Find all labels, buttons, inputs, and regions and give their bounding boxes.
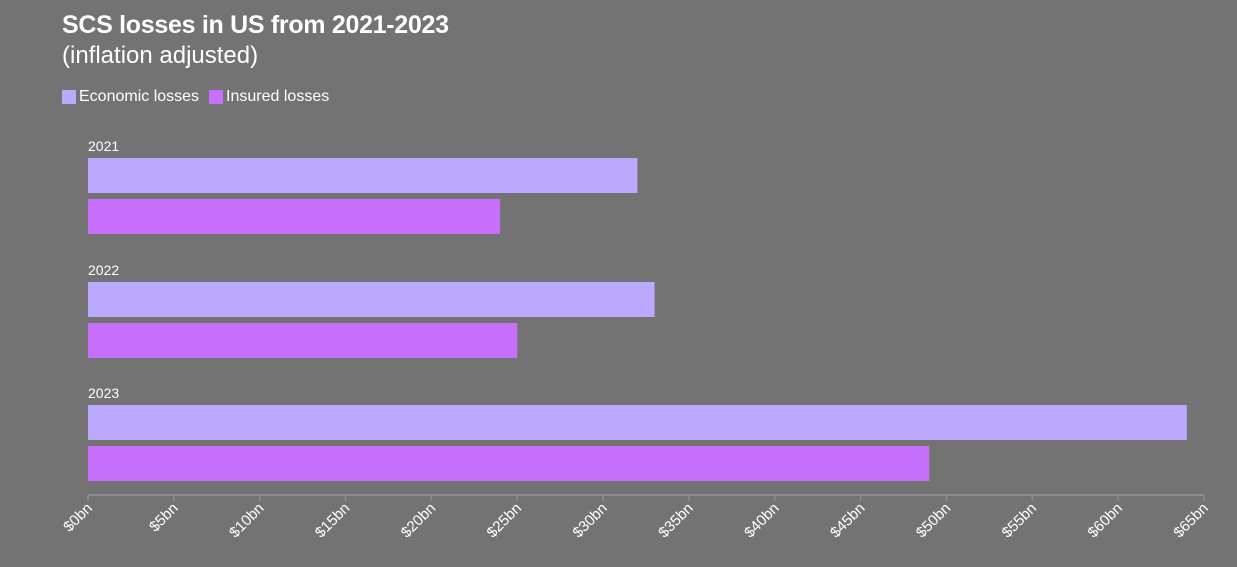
legend-label-economic: Economic losses [79, 88, 200, 105]
x-tick-label: $55bn [999, 500, 1041, 542]
legend-swatch-insured [209, 90, 224, 104]
legend-swatch-economic [62, 90, 76, 104]
chart-subtitle: (inflation adjusted) [62, 42, 259, 69]
bar-insured-2021 [88, 199, 501, 234]
x-tick-label: $0bn [60, 500, 96, 536]
legend-item-insured: Insured losses [209, 88, 329, 106]
category-label-2021: 2021 [88, 138, 119, 154]
x-tick-label: $20bn [398, 500, 440, 542]
legend: Economic losses Insured losses [62, 88, 339, 106]
x-tick-label: $45bn [827, 500, 869, 542]
x-tick-label: $40bn [741, 500, 783, 542]
x-tick-label: $65bn [1170, 500, 1212, 542]
category-label-2023: 2023 [88, 385, 119, 401]
x-tick-label: $60bn [1084, 500, 1126, 542]
bar-economic-2023 [88, 405, 1187, 440]
bar-insured-2022 [88, 323, 518, 358]
chart-title: SCS losses in US from 2021-2023 [62, 11, 449, 39]
legend-item-economic: Economic losses [62, 88, 199, 106]
x-tick-label: $5bn [146, 500, 182, 536]
x-tick-label: $25bn [484, 500, 526, 542]
bar-insured-2023 [88, 446, 930, 481]
bar-economic-2021 [88, 158, 638, 193]
x-tick-label: $30bn [569, 500, 611, 542]
bar-economic-2022 [88, 282, 655, 317]
category-label-2022: 2022 [88, 262, 119, 278]
legend-label-insured: Insured losses [226, 88, 330, 105]
x-tick-label: $10bn [226, 500, 268, 542]
x-tick-label: $35bn [655, 500, 697, 542]
x-tick-label: $50bn [913, 500, 955, 542]
x-tick-label: $15bn [312, 500, 354, 542]
